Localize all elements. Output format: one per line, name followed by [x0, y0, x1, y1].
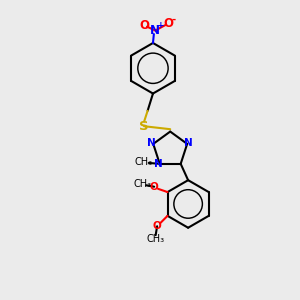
Text: N: N — [184, 138, 193, 148]
Text: -: - — [172, 15, 176, 25]
Text: N: N — [154, 159, 163, 170]
Text: O: O — [153, 221, 161, 231]
Text: N: N — [150, 24, 160, 37]
Text: O: O — [164, 16, 174, 30]
Text: O: O — [139, 19, 149, 32]
Text: S: S — [139, 120, 149, 133]
Text: CH₃: CH₃ — [147, 234, 165, 244]
Text: N: N — [147, 138, 156, 148]
Text: CH₃: CH₃ — [134, 157, 152, 167]
Text: O: O — [150, 182, 158, 192]
Text: CH₃: CH₃ — [133, 179, 151, 189]
Text: +: + — [157, 21, 164, 30]
